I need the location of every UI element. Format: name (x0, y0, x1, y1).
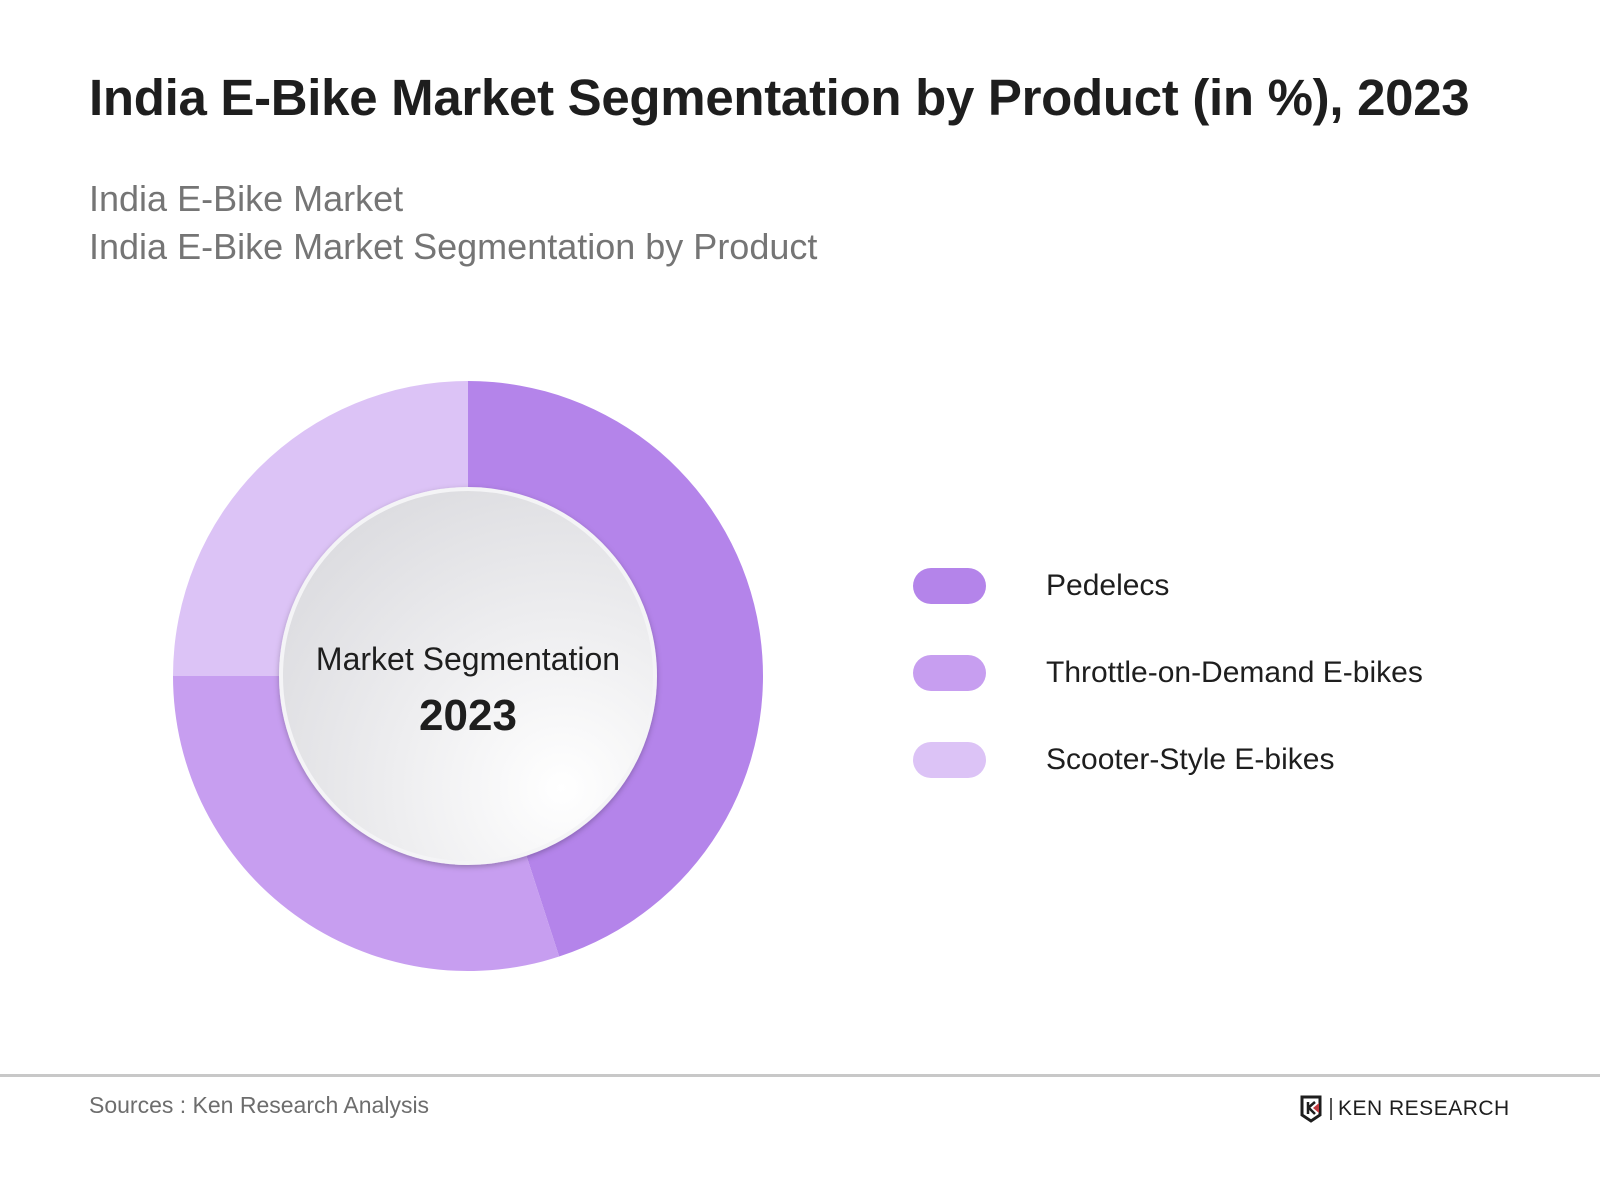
legend-label: Scooter-Style E-bikes (1046, 743, 1335, 776)
ken-research-logo: KEN RESEARCH (1300, 1095, 1510, 1123)
legend-label: Throttle-on-Demand E-bikes (1046, 656, 1423, 689)
footer-divider (0, 1074, 1600, 1077)
center-label: Market Segmentation (316, 641, 620, 677)
legend-swatch (913, 655, 986, 691)
legend-swatch (913, 742, 986, 778)
legend: Pedelecs Throttle-on-Demand E-bikes Scoo… (913, 568, 1423, 829)
legend-item-pedelecs: Pedelecs (913, 568, 1423, 604)
center-year: 2023 (419, 691, 517, 740)
subtitle-segmentation: India E-Bike Market Segmentation by Prod… (89, 226, 818, 267)
page-title: India E-Bike Market Segmentation by Prod… (89, 69, 1470, 126)
donut-center (279, 487, 657, 865)
legend-swatch (913, 568, 986, 604)
legend-item-throttle: Throttle-on-Demand E-bikes (913, 655, 1423, 691)
legend-label: Pedelecs (1046, 569, 1170, 602)
source-note: Sources : Ken Research Analysis (89, 1092, 430, 1118)
subtitle-market: India E-Bike Market (89, 178, 404, 219)
slice-scooter-style-e-bikes (173, 381, 468, 676)
legend-item-scooter: Scooter-Style E-bikes (913, 742, 1423, 778)
ken-logo-icon (1300, 1095, 1322, 1123)
donut-chart: Market Segmentation 2023 (172, 381, 763, 971)
logo-text: KEN RESEARCH (1338, 1097, 1510, 1120)
